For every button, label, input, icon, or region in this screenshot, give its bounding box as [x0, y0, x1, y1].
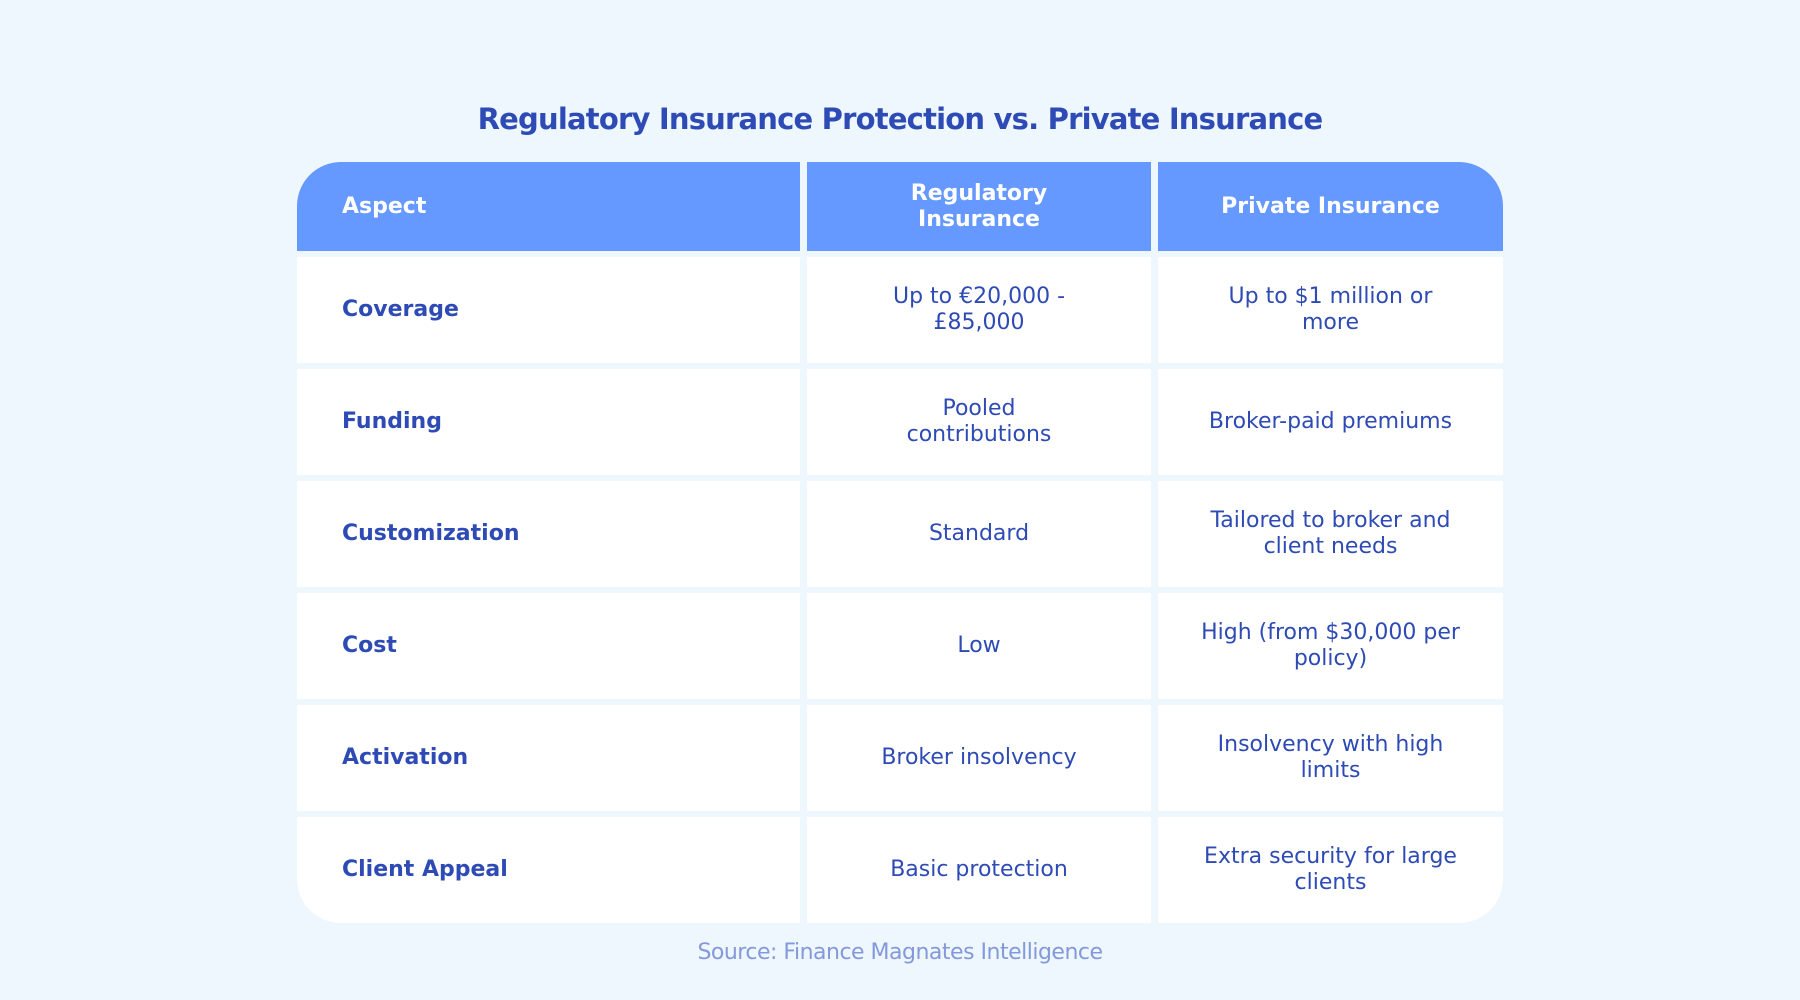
table-cell-regulatory: Broker insolvency [807, 705, 1151, 811]
table-cell-private: Up to $1 million or more [1158, 257, 1503, 363]
table-cell-aspect: Customization [297, 481, 800, 587]
table-cell-private: Broker-paid premiums [1158, 369, 1503, 475]
table-cell-regulatory: Basic protection [807, 817, 1151, 923]
page-title: Regulatory Insurance Protection vs. Priv… [477, 102, 1323, 136]
table-cell-regulatory: Low [807, 593, 1151, 699]
table-cell-aspect: Activation [297, 705, 800, 811]
header-private: Private Insurance [1158, 162, 1503, 251]
source-note: Source: Finance Magnates Intelligence [697, 940, 1103, 965]
table-cell-regulatory: Pooled contributions [807, 369, 1151, 475]
table-cell-aspect: Client Appeal [297, 817, 800, 923]
table-cell-private: Extra security for large clients [1158, 817, 1503, 923]
table-cell-regulatory: Up to €20,000 - £85,000 [807, 257, 1151, 363]
header-regulatory: Regulatory Insurance [807, 162, 1151, 251]
table-cell-private: High (from $30,000 per policy) [1158, 593, 1503, 699]
table-cell-private: Tailored to broker and client needs [1158, 481, 1503, 587]
table-cell-private: Insolvency with high limits [1158, 705, 1503, 811]
table-cell-aspect: Funding [297, 369, 800, 475]
table-cell-aspect: Coverage [297, 257, 800, 363]
table-cell-regulatory: Standard [807, 481, 1151, 587]
comparison-table: Aspect Regulatory Insurance Private Insu… [297, 162, 1503, 923]
table-cell-aspect: Cost [297, 593, 800, 699]
header-aspect: Aspect [297, 162, 800, 251]
